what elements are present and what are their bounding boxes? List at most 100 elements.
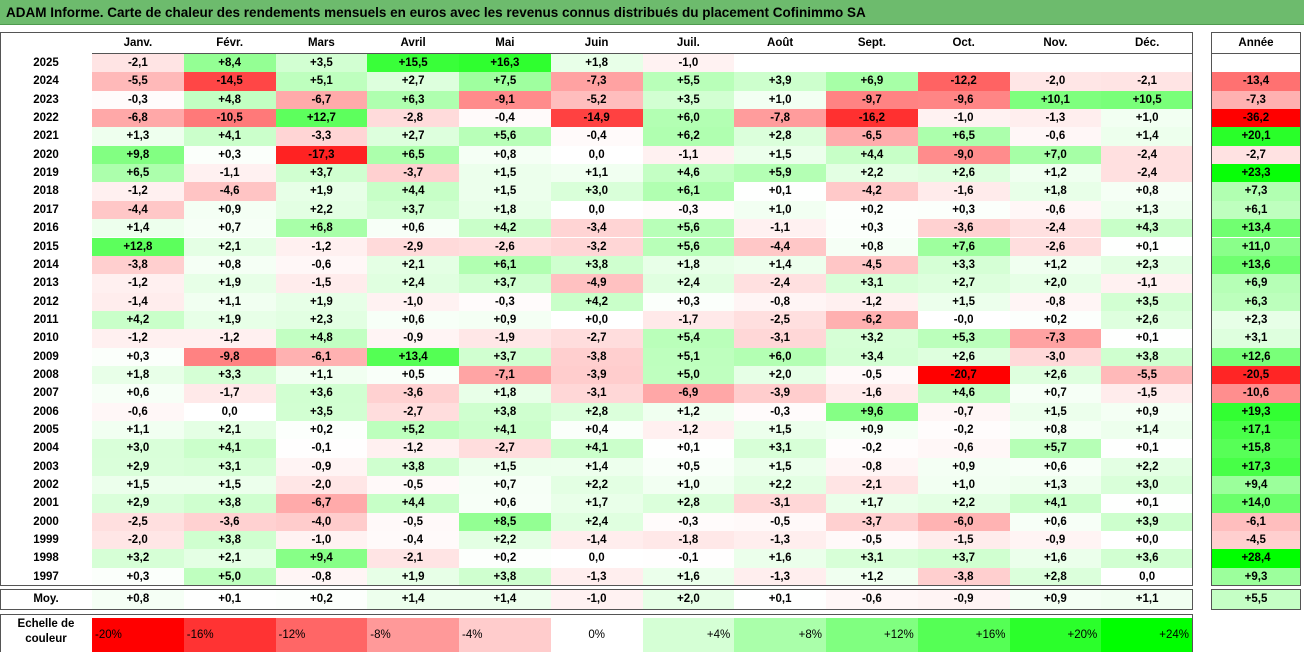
heatmap-cell: -3,8 bbox=[917, 567, 1010, 587]
heatmap-cell: -6,7 bbox=[275, 90, 368, 110]
heatmap-cell: +0,7 bbox=[1009, 384, 1102, 403]
year-label: 2020 bbox=[33, 148, 59, 161]
heatmap-cell bbox=[917, 54, 1010, 73]
heatmap-cell: -12,2 bbox=[917, 72, 1010, 91]
heatmap-cell: -5,2 bbox=[550, 90, 643, 110]
average-cell: -1,0 bbox=[550, 589, 643, 610]
heatmap-cell: +6,0 bbox=[642, 109, 735, 128]
heatmap-cell: +5,1 bbox=[642, 347, 735, 366]
heatmap-cell: +2,8 bbox=[550, 402, 643, 421]
heatmap-cell: -1,4 bbox=[550, 531, 643, 550]
annual-cell: +9,4 bbox=[1211, 476, 1301, 495]
heatmap-cell: +3,7 bbox=[367, 200, 459, 220]
month-header: Mai bbox=[459, 32, 551, 54]
heatmap-cell: -3,9 bbox=[734, 384, 826, 403]
heatmap-cell: -0,5 bbox=[367, 476, 459, 495]
heatmap-cell: -0,5 bbox=[367, 512, 459, 532]
heatmap-cell: +12,8 bbox=[92, 237, 184, 256]
heatmap-cell: +0,1 bbox=[1101, 439, 1193, 458]
heatmap-cell: +1,5 bbox=[734, 421, 826, 440]
annual-cell: +17,3 bbox=[1211, 457, 1301, 477]
heatmap-cell: -0,3 bbox=[92, 90, 184, 110]
heatmap-cell: +5,1 bbox=[275, 72, 368, 91]
heatmap-cell: +3,8 bbox=[459, 567, 551, 587]
heatmap-cell: +2,7 bbox=[917, 274, 1010, 293]
heatmap-cell: -3,2 bbox=[550, 237, 643, 256]
heatmap-cell: +2,1 bbox=[183, 549, 276, 568]
annual-cell: -4,5 bbox=[1211, 531, 1301, 550]
heatmap-cell: +0,2 bbox=[1009, 310, 1102, 330]
average-cell: +0,1 bbox=[183, 589, 276, 610]
annual-cell: +6,9 bbox=[1211, 274, 1301, 293]
heatmap-cell: +0,1 bbox=[1101, 329, 1193, 348]
heatmap-cell: -1,5 bbox=[917, 531, 1010, 550]
annual-cell: -20,5 bbox=[1211, 365, 1301, 385]
year-label: 2002 bbox=[33, 479, 59, 492]
heatmap-cell: -0,8 bbox=[275, 567, 368, 587]
heatmap-cell: -2,0 bbox=[275, 476, 368, 495]
heatmap-cell: -20,7 bbox=[917, 365, 1010, 385]
color-scale-stop: 0% bbox=[550, 618, 643, 652]
heatmap-cell: +3,8 bbox=[550, 255, 643, 275]
heatmap-cell: +6,8 bbox=[275, 219, 368, 238]
annual-cell: +17,1 bbox=[1211, 421, 1301, 440]
heatmap-cell: -0,6 bbox=[1009, 127, 1102, 146]
average-cell: +0,1 bbox=[734, 589, 826, 610]
heatmap-cell: +2,2 bbox=[917, 494, 1010, 513]
heatmap-cell: -1,3 bbox=[550, 567, 643, 587]
annual-cell: +13,4 bbox=[1211, 219, 1301, 238]
annual-cell: -36,2 bbox=[1211, 109, 1301, 128]
heatmap-cell: -2,4 bbox=[1101, 164, 1193, 183]
heatmap-cell: +0,5 bbox=[642, 457, 735, 477]
heatmap-cell: +0,8 bbox=[459, 145, 551, 165]
year-label: 2004 bbox=[33, 442, 59, 455]
heatmap-cell: +3,7 bbox=[459, 347, 551, 366]
heatmap-cell: -0,5 bbox=[734, 512, 826, 532]
heatmap-cell: +4,2 bbox=[459, 219, 551, 238]
heatmap-cell: +2,9 bbox=[92, 457, 184, 477]
heatmap-cell: +3,9 bbox=[734, 72, 826, 91]
heatmap-cell: -0,3 bbox=[459, 292, 551, 311]
heatmap-cell: +5,9 bbox=[734, 164, 826, 183]
heatmap-cell: +1,9 bbox=[183, 310, 276, 330]
heatmap-cell: -1,3 bbox=[734, 531, 826, 550]
year-label: 2005 bbox=[33, 424, 59, 436]
heatmap-cell: +4,1 bbox=[459, 421, 551, 440]
heatmap-cell: +4,8 bbox=[183, 90, 276, 110]
heatmap-cell: -0,6 bbox=[917, 439, 1010, 458]
heatmap-cell: +13,4 bbox=[367, 347, 459, 366]
heatmap-cell: +0,6 bbox=[367, 219, 459, 238]
heatmap-cell: +0,6 bbox=[1009, 457, 1102, 477]
color-scale-stop: +12% bbox=[826, 618, 918, 652]
heatmap-cell: +1,4 bbox=[734, 255, 826, 275]
average-cell: +2,0 bbox=[642, 589, 735, 610]
heatmap-cell: +4,3 bbox=[1101, 219, 1193, 238]
month-header: Juil. bbox=[642, 32, 735, 54]
heatmap-cell: +4,1 bbox=[183, 439, 276, 458]
average-label: Moy. bbox=[33, 593, 59, 605]
heatmap-cell: +0,8 bbox=[826, 237, 918, 256]
month-header: Déc. bbox=[1101, 32, 1193, 54]
heatmap-cell: +0,2 bbox=[275, 421, 368, 440]
heatmap-cell: -2,7 bbox=[367, 402, 459, 421]
month-header: Juin bbox=[550, 32, 643, 54]
heatmap-cell: +1,2 bbox=[1009, 255, 1102, 275]
heatmap-cell: +0,6 bbox=[1009, 512, 1102, 532]
color-scale-stop: +4% bbox=[642, 618, 735, 652]
heatmap-cell: +2,6 bbox=[1101, 310, 1193, 330]
heatmap-cell: -7,3 bbox=[1009, 329, 1102, 348]
heatmap-cell: +1,4 bbox=[550, 457, 643, 477]
year-label: 2013 bbox=[33, 277, 59, 290]
heatmap-cell: -14,9 bbox=[550, 109, 643, 128]
heatmap-cell: -0,2 bbox=[826, 439, 918, 458]
heatmap-cell: -1,2 bbox=[92, 329, 184, 348]
heatmap-cell: -9,8 bbox=[183, 347, 276, 366]
color-scale-stop: -4% bbox=[459, 618, 551, 652]
heatmap-cell: +2,2 bbox=[550, 476, 643, 495]
heatmap-cell: +1,1 bbox=[550, 164, 643, 183]
heatmap-cell: +1,1 bbox=[92, 421, 184, 440]
heatmap-cell: -6,1 bbox=[275, 347, 368, 366]
heatmap-cell: +3,8 bbox=[1101, 347, 1193, 366]
heatmap-cell: -0,3 bbox=[642, 512, 735, 532]
heatmap-cell: -1,2 bbox=[92, 274, 184, 293]
